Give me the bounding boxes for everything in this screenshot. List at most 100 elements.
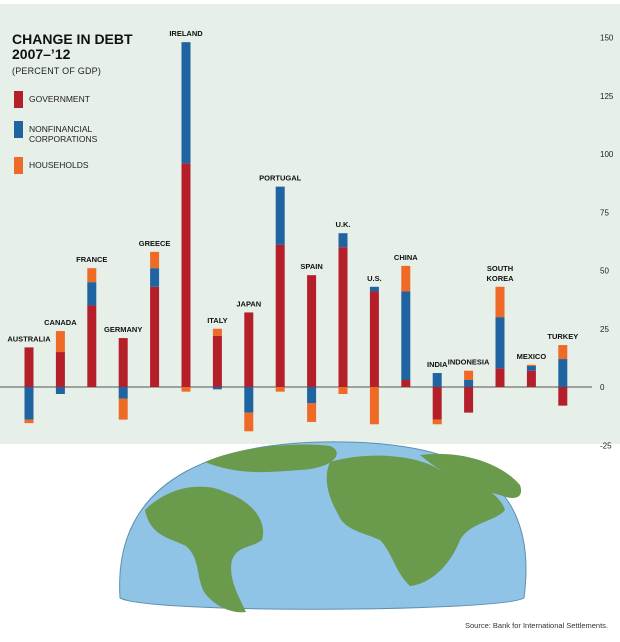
bar-segment-households (558, 345, 568, 360)
bar-segment-nonfinancial (181, 42, 191, 164)
bar-segment-government (432, 387, 442, 420)
bar-segment-nonfinancial (118, 387, 128, 399)
bar-segment-nonfinancial (307, 387, 317, 404)
chart-title: CHANGE IN DEBT 2007–’12 (12, 31, 133, 62)
legend-swatch-households (14, 157, 23, 174)
y-tick-label: 75 (600, 208, 609, 217)
bar-segment-households (307, 403, 317, 422)
bar-segment-government (526, 370, 536, 387)
bar-segment-government (118, 338, 128, 387)
y-tick-label: 50 (600, 267, 609, 276)
country-label: IRELAND (169, 29, 203, 38)
bar-segment-government (338, 247, 348, 387)
bar-segment-nonfinancial (150, 268, 160, 287)
bar-segment-households (181, 387, 191, 392)
bar-segment-government (369, 291, 379, 387)
bar-segment-nonfinancial (526, 366, 536, 371)
country-label: U.S. (367, 274, 382, 283)
bar-segment-households (495, 286, 505, 318)
bar-segment-nonfinancial (558, 359, 568, 387)
legend-label-households: HOUSEHOLDS (29, 160, 89, 170)
bar-segment-households (212, 328, 222, 336)
bar-segment-government (244, 312, 254, 387)
bar-segment-government (150, 286, 160, 387)
y-tick-label: 150 (600, 34, 614, 43)
bar-segment-households (464, 370, 474, 381)
country-label: INDIA (427, 360, 448, 369)
y-tick-label: 0 (600, 383, 605, 392)
bar-segment-households (24, 419, 34, 424)
bar-segment-households (55, 331, 65, 353)
bars-layer (24, 42, 568, 432)
title-block: CHANGE IN DEBT 2007–’12 (PERCENT OF GDP) (12, 31, 172, 77)
bar-segment-households (87, 268, 97, 283)
bar-segment-government (495, 368, 505, 387)
bar-segment-households (369, 387, 379, 425)
bar-segment-government (401, 380, 411, 387)
globe-land-africa-europe (326, 455, 505, 586)
bar-segment-households (150, 251, 160, 269)
bar-segment-nonfinancial (495, 317, 505, 369)
bar-segment-nonfinancial (87, 282, 97, 306)
bar-segment-households (244, 412, 254, 432)
bar-segment-nonfinancial (401, 291, 411, 381)
bar-segment-government (275, 244, 285, 387)
bar-segment-households (432, 419, 442, 425)
bar-segment-nonfinancial (369, 286, 379, 292)
bar-segment-nonfinancial (275, 186, 285, 245)
country-label: MEXICO (517, 352, 547, 361)
bar-segment-households (401, 265, 411, 292)
country-label: JAPAN (236, 299, 261, 308)
country-label: SPAIN (300, 262, 322, 271)
bar-segment-nonfinancial (24, 387, 34, 420)
bar-segment-government (55, 352, 65, 387)
bar-segment-nonfinancial (338, 233, 348, 248)
bar-segment-households (275, 387, 285, 392)
bar-segment-households (118, 398, 128, 420)
legend: GOVERNMENT NONFINANCIAL CORPORATIONS HOU… (14, 91, 139, 187)
globe-land-north (205, 444, 337, 473)
country-label: U.K. (336, 220, 351, 229)
bar-segment-government (212, 335, 222, 387)
legend-swatch-government (14, 91, 23, 108)
source-note: Source: Bank for International Settlemen… (465, 621, 608, 630)
bar-segment-households (526, 364, 536, 367)
country-label: INDONESIA (448, 358, 490, 367)
country-label: SOUTH (487, 264, 513, 273)
labels-layer: AUSTRALIA CANADA FRANCE GERMANY GREECE IRELAN… (7, 29, 578, 369)
y-tick-label: 125 (600, 92, 614, 101)
y-tick-label: 100 (600, 150, 614, 159)
country-label: AUSTRALIA (7, 334, 51, 343)
chart-subtitle: (PERCENT OF GDP) (12, 66, 102, 76)
y-tick-label: -25 (600, 441, 612, 450)
y-tick-label: 25 (600, 325, 609, 334)
bar-segment-nonfinancial (432, 373, 442, 387)
country-label: PORTUGAL (259, 174, 302, 183)
bar-segment-government (307, 275, 317, 387)
country-label: KOREA (486, 274, 514, 283)
globe-land-asia (420, 453, 522, 498)
country-label: GREECE (139, 239, 171, 248)
bar-segment-nonfinancial (244, 387, 254, 413)
bar-segment-government (181, 163, 191, 387)
bar-segment-government (24, 347, 34, 387)
bar-segment-nonfinancial (464, 380, 474, 387)
legend-label-nonfinancial: NONFINANCIAL CORPORATIONS (29, 124, 98, 144)
country-label: TURKEY (547, 332, 578, 341)
bar-segment-government (87, 305, 97, 387)
country-label: FRANCE (76, 255, 107, 264)
legend-item-nonfinancial: NONFINANCIAL CORPORATIONS (14, 121, 139, 144)
country-label: ITALY (207, 316, 227, 325)
globe-illustration (119, 441, 527, 613)
axis-layer: -25 0 25 50 75 100 125 150 (0, 34, 614, 450)
bar-segment-government (558, 387, 568, 406)
country-label: CANADA (44, 318, 77, 327)
bar-segment-nonfinancial (212, 387, 222, 390)
globe-land-americas (145, 486, 264, 613)
legend-item-government: GOVERNMENT (14, 91, 139, 108)
legend-item-households: HOUSEHOLDS (14, 157, 139, 174)
legend-label-government: GOVERNMENT (29, 94, 90, 104)
country-label: GERMANY (104, 325, 142, 334)
